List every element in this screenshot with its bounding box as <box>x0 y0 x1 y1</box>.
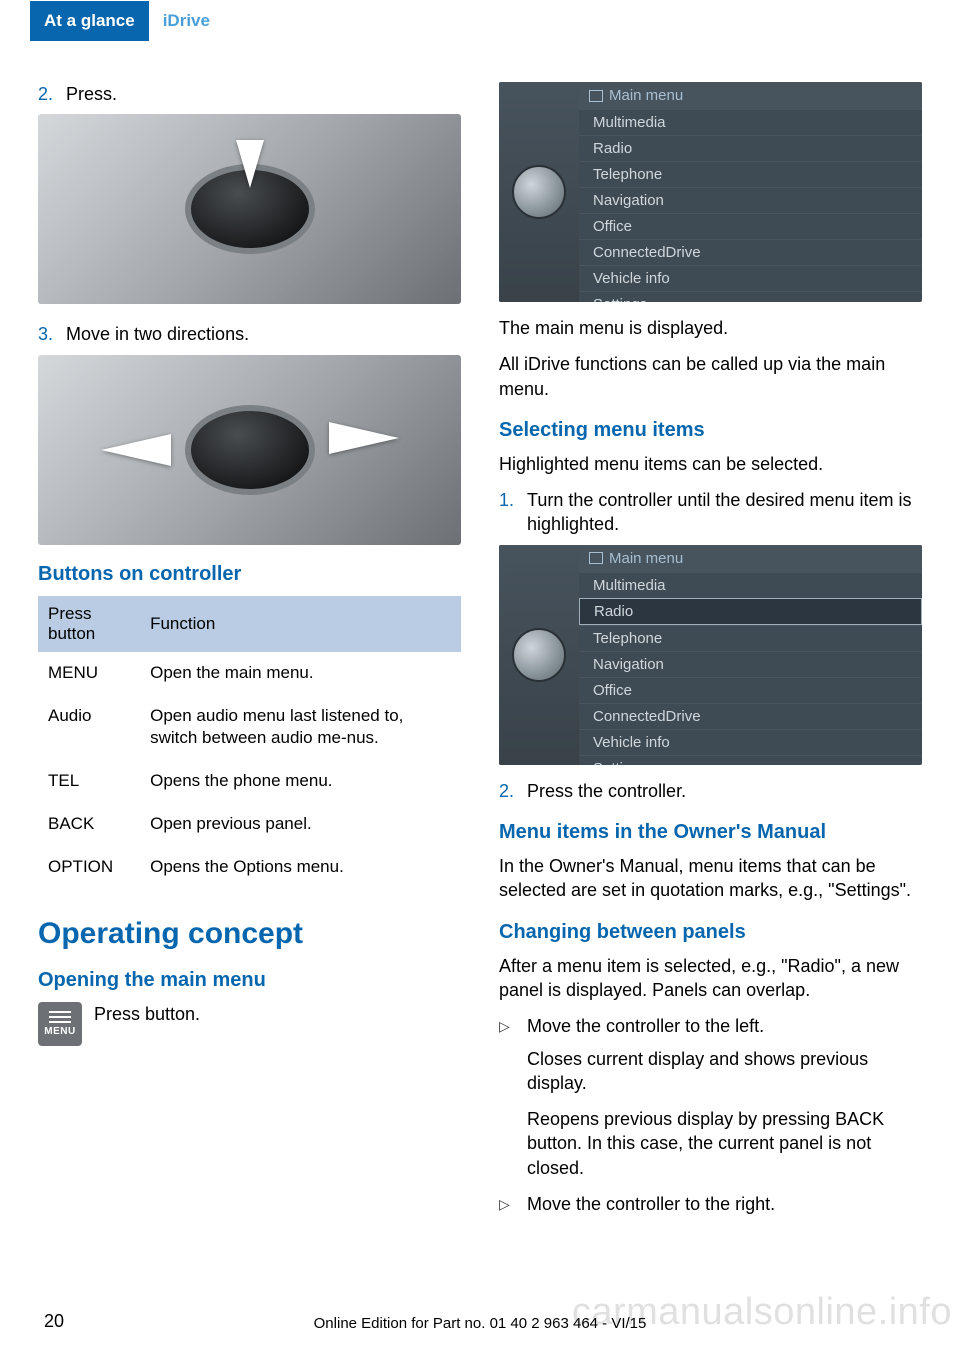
operating-concept-heading: Operating concept <box>38 917 461 951</box>
step-text: Press the controller. <box>527 779 686 803</box>
controller-knob-icon <box>185 164 315 254</box>
list-item: 2. Press the controller. <box>499 779 922 803</box>
table-cell: Opens the Options menu. <box>140 846 461 889</box>
table-cell: Opens the phone menu. <box>140 760 461 803</box>
menu-title-text: Main menu <box>609 550 683 567</box>
menu-item: Navigation <box>579 651 922 677</box>
table-row: OPTIONOpens the Options menu. <box>38 846 461 889</box>
menu-item: Multimedia <box>579 572 922 598</box>
menu-item: Settings <box>579 291 922 302</box>
paragraph: The main menu is displayed. <box>499 316 922 340</box>
press-button-text: Press button. <box>94 1002 200 1025</box>
menu-title-icon <box>589 90 603 102</box>
step-number: 2. <box>499 779 527 803</box>
menu-title-icon <box>589 552 603 564</box>
step-text: Press. <box>66 82 117 106</box>
table-cell: Open the main menu. <box>140 652 461 695</box>
table-cell: TEL <box>38 760 140 803</box>
controller-knob-icon <box>185 405 315 495</box>
paragraph: Highlighted menu items can be selected. <box>499 452 922 476</box>
menu-button-row: MENU Press button. <box>38 1002 461 1046</box>
header-section-title: iDrive <box>149 1 224 41</box>
paragraph: Reopens previous display by pressing BAC… <box>527 1107 922 1180</box>
step-number: 3. <box>38 322 66 346</box>
bullet-icon: ▷ <box>499 1014 527 1038</box>
step-number: 2. <box>38 82 66 106</box>
idrive-menu-list: Multimedia Radio Telephone Navigation Of… <box>579 109 922 302</box>
table-row: MENUOpen the main menu. <box>38 652 461 695</box>
page-header: At a glance iDrive <box>0 0 960 42</box>
idrive-dial-area <box>499 545 579 765</box>
list-item: ▷ Move the controller to the right. <box>499 1192 922 1216</box>
bullet-icon: ▷ <box>499 1192 527 1216</box>
menu-item: Office <box>579 213 922 239</box>
table-cell: MENU <box>38 652 140 695</box>
menu-item: Multimedia <box>579 109 922 135</box>
menu-item: Vehicle info <box>579 729 922 755</box>
step-text: Turn the controller until the desired me… <box>527 488 922 537</box>
list-item: ▷ Move the controller to the left. <box>499 1014 922 1038</box>
arrow-left-icon <box>101 434 171 466</box>
menu-item: Office <box>579 677 922 703</box>
menu-item: Radio <box>579 135 922 161</box>
table-row: AudioOpen audio menu last listened to, s… <box>38 695 461 761</box>
list-item: 2. Press. <box>38 82 461 106</box>
right-column: Main menu Multimedia Radio Telephone Nav… <box>499 82 922 1224</box>
paragraph: Closes current display and shows previou… <box>527 1047 922 1096</box>
footer-line: Online Edition for Part no. 01 40 2 963 … <box>0 1315 960 1332</box>
dial-icon <box>512 165 566 219</box>
menu-item: Settings <box>579 755 922 765</box>
arrow-right-icon <box>329 422 399 454</box>
buttons-heading: Buttons on controller <box>38 563 461 586</box>
dial-icon <box>512 628 566 682</box>
step-text: Move in two directions. <box>66 322 249 346</box>
paragraph: All iDrive functions can be called up vi… <box>499 352 922 401</box>
step-number: 1. <box>499 488 527 537</box>
menu-item: ConnectedDrive <box>579 703 922 729</box>
list-item: 1. Turn the controller until the desired… <box>499 488 922 537</box>
menu-item: Telephone <box>579 161 922 187</box>
open-main-menu-heading: Opening the main menu <box>38 969 461 992</box>
page-body: 2. Press. 3. Move in two directions. But… <box>0 42 960 1224</box>
idrive-menu-panel: Main menu Multimedia Radio Telephone Nav… <box>579 545 922 765</box>
table-header-cell: Function <box>140 596 461 652</box>
menu-button-icon: MENU <box>38 1002 82 1046</box>
table-cell: BACK <box>38 803 140 846</box>
table-cell: Open previous panel. <box>140 803 461 846</box>
menu-item: Radio <box>579 598 922 625</box>
idrive-menu-list: Multimedia Radio Telephone Navigation Of… <box>579 572 922 765</box>
list-item: 3. Move in two directions. <box>38 322 461 346</box>
table-cell: OPTION <box>38 846 140 889</box>
idrive-dial-area <box>499 82 579 302</box>
table-cell: Open audio menu last listened to, switch… <box>140 695 461 761</box>
menu-title-text: Main menu <box>609 87 683 104</box>
buttons-table: Press button Function MENUOpen the main … <box>38 596 461 890</box>
bullet-text: Move the controller to the left. <box>527 1014 764 1038</box>
controller-move-image <box>38 355 461 545</box>
changing-panels-heading: Changing between panels <box>499 921 922 944</box>
menu-item: Navigation <box>579 187 922 213</box>
table-header-cell: Press button <box>38 596 140 652</box>
bullet-text: Move the controller to the right. <box>527 1192 775 1216</box>
controller-press-image <box>38 114 461 304</box>
header-tab: At a glance <box>30 1 149 41</box>
paragraph: In the Owner's Manual, menu items that c… <box>499 854 922 903</box>
owners-manual-heading: Menu items in the Owner's Manual <box>499 821 922 844</box>
menu-item: Telephone <box>579 625 922 651</box>
menu-icon-label: MENU <box>44 1026 75 1037</box>
menu-item: Vehicle info <box>579 265 922 291</box>
left-column: 2. Press. 3. Move in two directions. But… <box>38 82 461 1224</box>
selecting-menu-items-heading: Selecting menu items <box>499 419 922 442</box>
table-row: TELOpens the phone menu. <box>38 760 461 803</box>
paragraph: After a menu item is selected, e.g., "Ra… <box>499 954 922 1003</box>
menu-item: ConnectedDrive <box>579 239 922 265</box>
idrive-menu-title: Main menu <box>579 545 922 572</box>
idrive-highlighted-menu-image: Main menu Multimedia Radio Telephone Nav… <box>499 545 922 765</box>
table-row: BACKOpen previous panel. <box>38 803 461 846</box>
idrive-main-menu-image: Main menu Multimedia Radio Telephone Nav… <box>499 82 922 302</box>
idrive-menu-panel: Main menu Multimedia Radio Telephone Nav… <box>579 82 922 302</box>
table-cell: Audio <box>38 695 140 761</box>
arrow-down-icon <box>236 140 264 188</box>
idrive-menu-title: Main menu <box>579 82 922 109</box>
